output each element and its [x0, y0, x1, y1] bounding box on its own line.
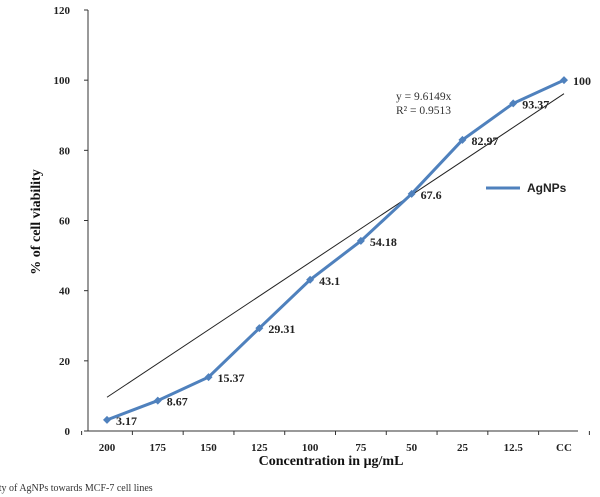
data-point — [204, 373, 213, 382]
series-line-agnps — [106, 78, 565, 422]
data-label: 67.6 — [421, 188, 442, 202]
x-tick-label: CC — [556, 442, 572, 454]
data-point — [153, 396, 162, 405]
y-tick-group: 0 20 40 60 80 100 120 — [54, 5, 88, 438]
figure-caption: ity of AgNPs towards MCF-7 cell lines — [0, 483, 153, 494]
data-label: 15.37 — [218, 371, 245, 385]
data-point — [560, 76, 568, 85]
data-point-group — [103, 76, 568, 424]
y-tick-label: 120 — [54, 5, 71, 17]
data-point — [356, 236, 365, 245]
data-point — [103, 415, 111, 424]
data-label: 93.37 — [522, 97, 549, 111]
x-tick-label: 75 — [355, 442, 367, 454]
x-tick-label: 175 — [150, 442, 167, 454]
data-point — [509, 99, 518, 108]
x-tick-label: 150 — [200, 442, 217, 454]
x-tick-label: 100 — [302, 442, 319, 454]
plot-area: 0 20 40 60 80 100 120 200 175 150 125 100 75 50 25 12.… — [54, 5, 592, 454]
data-label-group: 3.17 8.67 15.37 29.31 43.1 54.18 67.6 82.97 93.3… — [116, 74, 591, 428]
data-point — [407, 189, 416, 198]
trendline-equation: y = 9.6149x — [396, 91, 452, 103]
x-tick-group: 200 175 150 125 100 75 50 25 12.5 CC — [81, 431, 590, 454]
trendline-r-squared: R² = 0.9513 — [396, 105, 451, 117]
y-tick-label: 80 — [59, 145, 71, 157]
x-tick-label: 200 — [99, 442, 116, 454]
y-tick-label: 100 — [54, 75, 71, 87]
data-label: 54.18 — [370, 235, 397, 249]
data-label: 3.17 — [116, 414, 137, 428]
data-label: 82.97 — [471, 134, 498, 148]
data-point — [458, 135, 467, 144]
data-label: 29.31 — [268, 322, 295, 336]
y-tick-label: 20 — [59, 356, 71, 368]
x-tick-label: 125 — [251, 442, 268, 454]
data-label: 43.1 — [319, 274, 340, 288]
legend: AgNPs — [486, 181, 567, 195]
x-tick-label: 12.5 — [504, 442, 524, 454]
y-tick-label: 0 — [65, 426, 71, 438]
x-tick-label: 25 — [457, 442, 469, 454]
x-axis-title: Concentration in μg/mL — [259, 454, 404, 469]
data-point — [255, 324, 264, 333]
data-label: 100 — [573, 74, 591, 88]
data-point — [306, 275, 315, 284]
y-tick-label: 40 — [59, 286, 71, 298]
data-label: 8.67 — [167, 395, 188, 409]
trendline — [106, 93, 565, 398]
x-tick-label: 50 — [406, 442, 418, 454]
y-tick-label: 60 — [59, 216, 71, 228]
legend-label-agnps: AgNPs — [527, 181, 567, 195]
y-axis-title: % of cell viability — [29, 169, 44, 274]
